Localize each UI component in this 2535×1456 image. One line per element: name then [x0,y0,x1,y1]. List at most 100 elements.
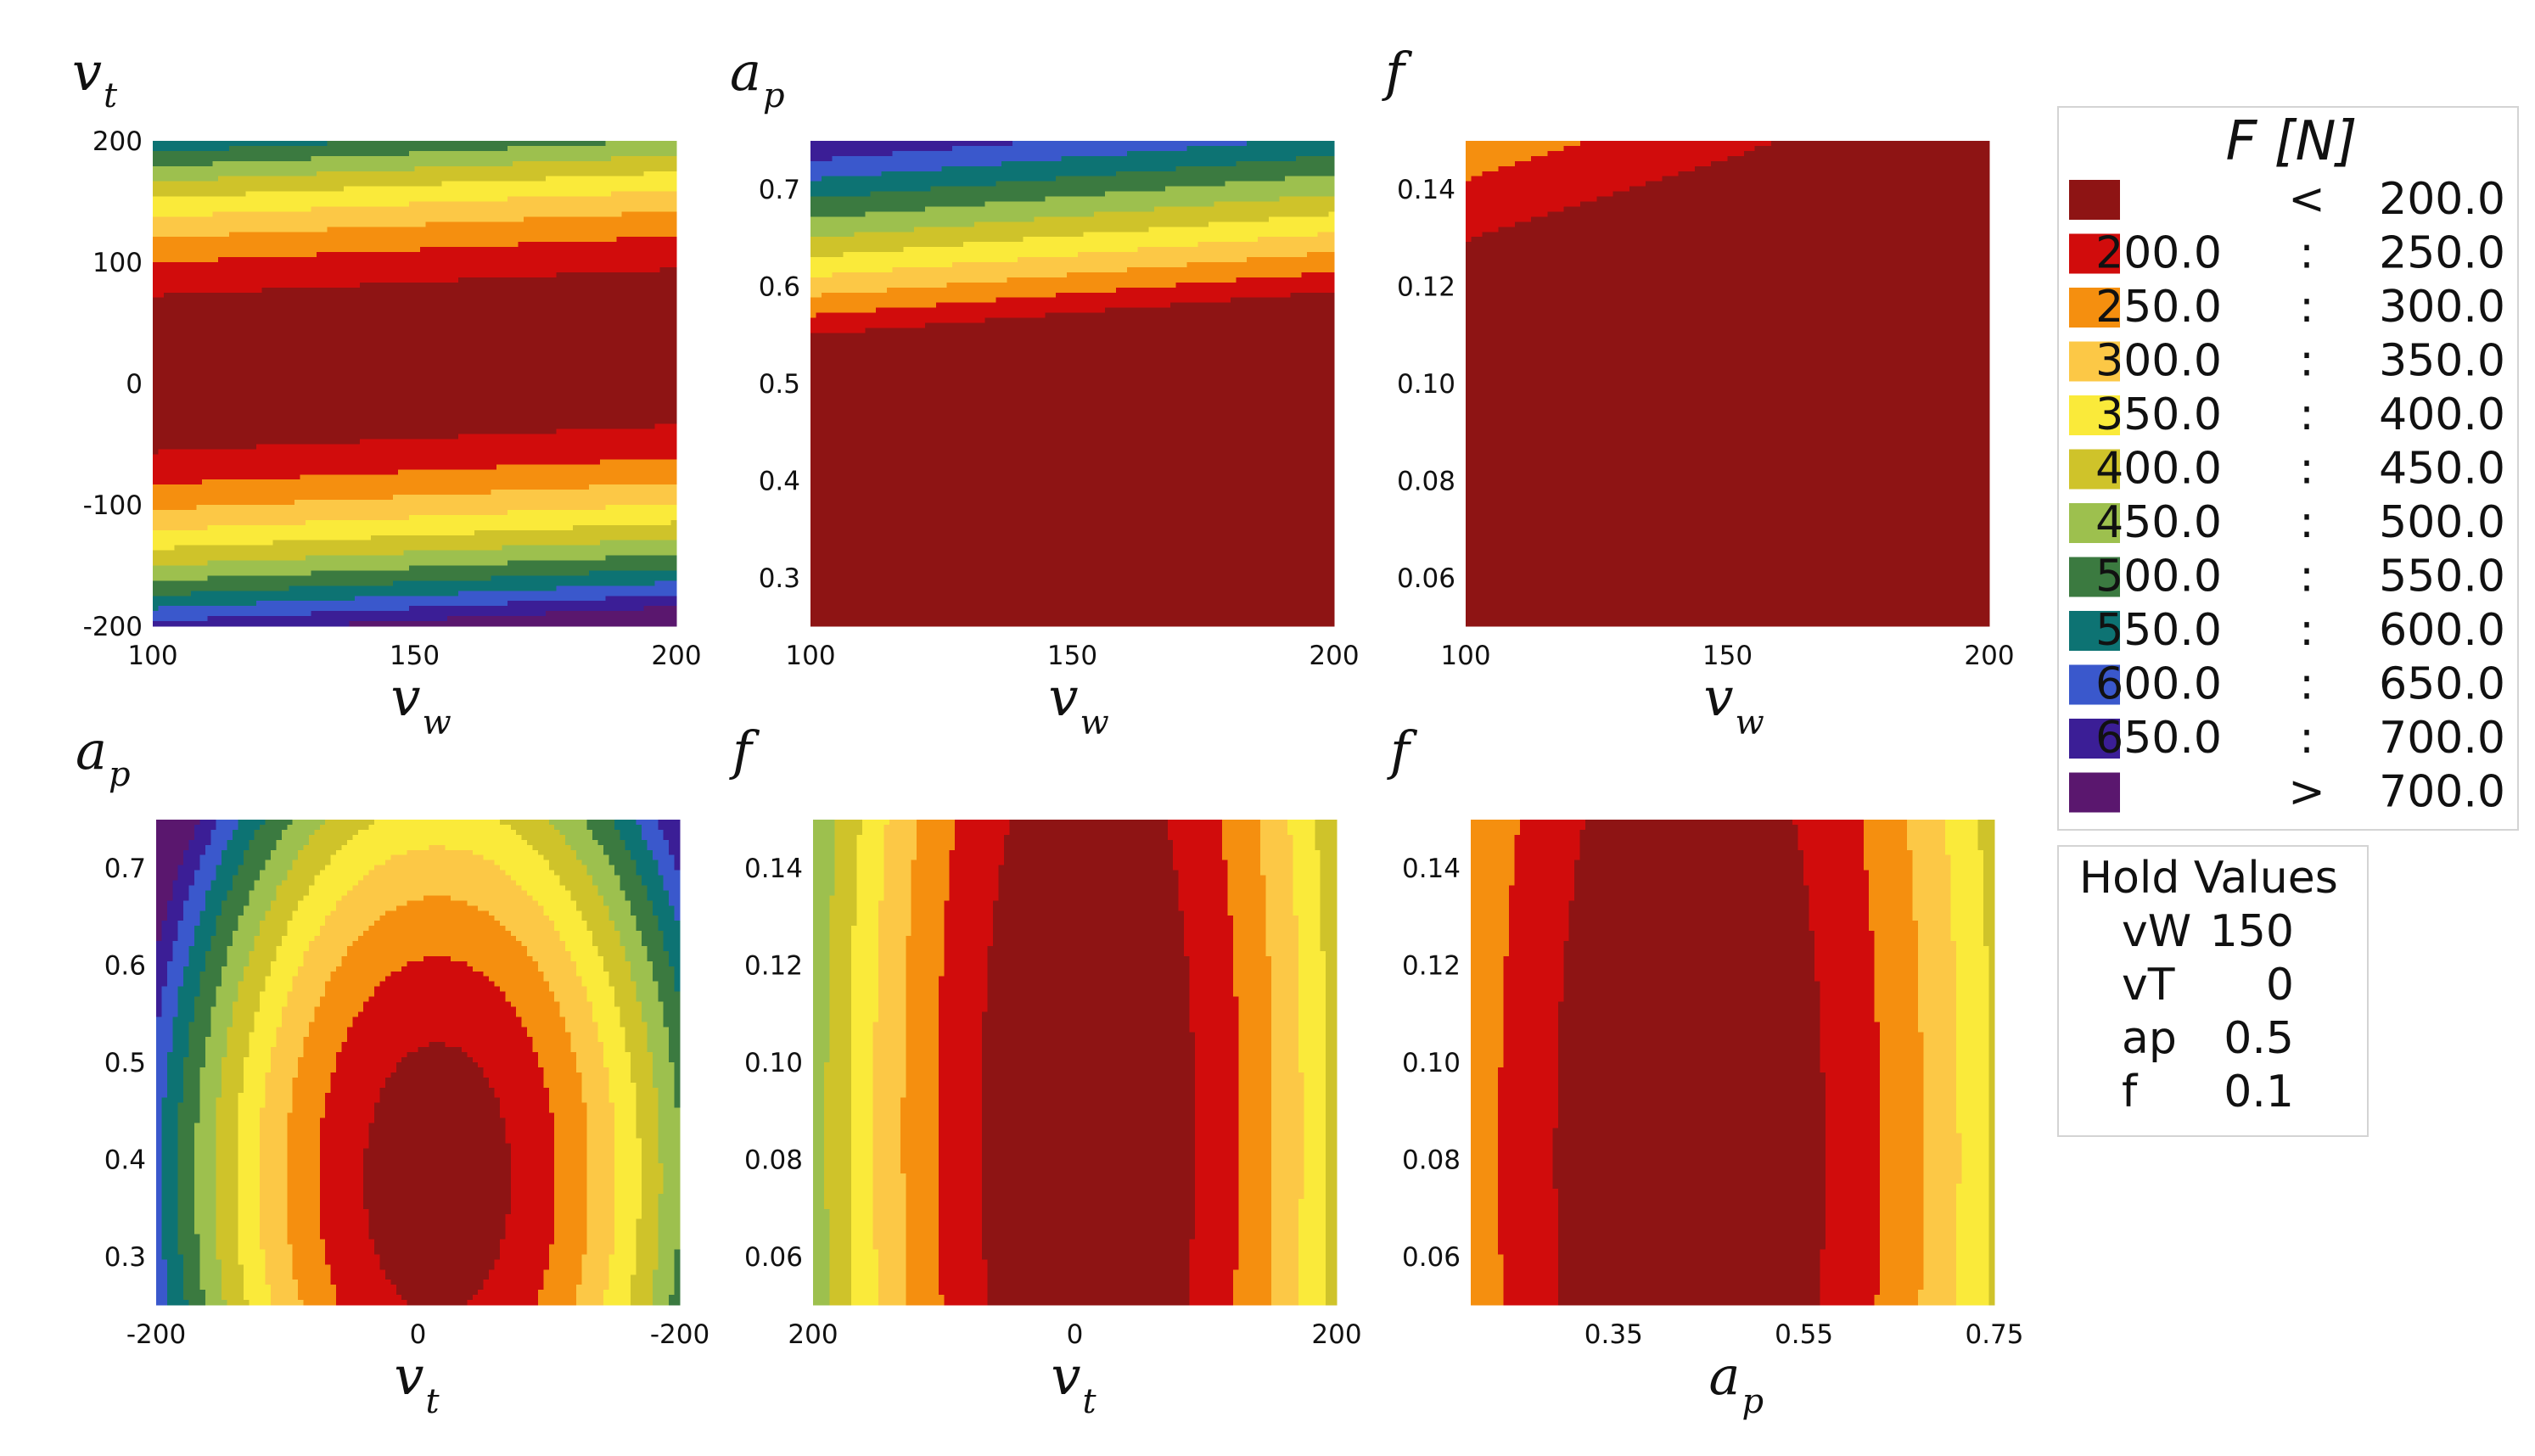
contour-cell [1471,916,1510,921]
contour-cell [232,1022,255,1028]
contour-cell [982,1188,1196,1195]
contour-cell [1880,1062,1925,1068]
contour-cell [199,1097,217,1104]
contour-cell [1304,1077,1326,1084]
contour-cell [810,428,1335,435]
contour-cell [603,1042,626,1048]
contour-cell [1270,1239,1299,1246]
x-tick-label: 200 [788,1319,838,1350]
contour-cell [472,1295,539,1301]
contour-cell [156,1067,168,1073]
contour-cell [900,1163,939,1169]
contour-cell [1298,1203,1326,1210]
contour-cell [1471,936,1510,942]
contour-cell [205,955,228,962]
contour-cell [548,1107,588,1114]
contour-cell [810,393,1335,400]
contour-cell [829,1037,852,1043]
contour-cell [872,1198,906,1205]
contour-cell [156,1168,163,1174]
contour-cell [1956,1087,1990,1094]
contour-cell [1270,1295,1299,1301]
contour-cell [1197,242,1335,248]
contour-cell [1574,885,1810,892]
contour-cell [565,1016,593,1022]
hold-value-name: vW [2122,906,2191,957]
contour-cell [188,1052,206,1058]
contour-cell [620,1011,642,1017]
contour-cell [829,1027,852,1033]
contour-cell [878,1269,906,1275]
contour-cell [276,844,305,851]
contour-cell [1508,890,1575,896]
contour-cell [810,165,942,172]
contour-cell [1471,1193,1499,1200]
contour-cell [1466,449,1990,456]
contour-cell [210,1006,233,1013]
contour-cell [153,201,410,208]
contour-cell [554,1123,588,1129]
contour-cell [216,991,239,998]
contour-cell [813,885,836,892]
contour-cell [1568,926,1810,932]
contour-cell [1880,1208,1925,1215]
contour-cell [1189,1027,1239,1033]
contour-cell [878,1300,906,1306]
contour-cell [1471,1001,1505,1008]
contour-cell [636,1123,659,1129]
contour-cell [308,945,348,952]
contour-cell [177,936,195,942]
contour-cell [289,585,558,591]
contour-cell [1326,971,1338,977]
contour-cell [674,1082,681,1089]
contour-cell [177,1224,195,1230]
contour-cell [813,1148,825,1154]
contour-cell [265,1092,294,1099]
contour-cell [1988,1254,1995,1260]
contour-cell [1825,1133,1881,1139]
contour-cell [813,839,836,846]
contour-cell [810,529,1335,536]
contour-cell [987,950,1185,957]
contour-cell [982,1016,1191,1022]
contour-cell [1270,1032,1299,1038]
contour-cell [156,1153,163,1159]
contour-cell [614,865,637,871]
contour-cell [823,1179,852,1184]
contour-cell [153,237,617,243]
contour-cell [153,262,677,268]
contour-cell [1471,986,1505,993]
contour-cell [172,941,195,947]
contour-cell [1178,905,1229,911]
contour-cell [1471,1057,1505,1063]
contour-cell [1557,1027,1820,1033]
hold-value-name: ap [2122,1013,2177,1064]
contour-cell [210,941,233,947]
contour-cell [1270,1128,1305,1134]
contour-cell [265,1254,294,1260]
contour-cell [1173,860,1229,866]
contour-cell [850,1300,879,1306]
contour-cell [238,824,261,831]
contour-cell [1825,1112,1881,1119]
contour-cell [1907,820,1946,826]
contour-cell [1194,1123,1239,1129]
contour-cell [505,1218,555,1225]
contour-cell [1988,1295,1995,1301]
contour-cell [658,981,676,988]
contour-cell [222,1082,244,1089]
contour-cell [659,266,677,273]
contour-cell [153,585,290,591]
contour-cell [218,176,547,182]
contour-cell [810,398,1335,405]
contour-cell [1466,227,1500,232]
contour-cell [510,1193,555,1200]
contour-cell [625,1047,648,1053]
contour-cell [1820,981,1876,988]
contour-cell [813,1300,830,1306]
contour-cell [1270,1133,1305,1139]
contour-cell [1471,237,1990,243]
contour-cell [499,1244,550,1251]
contour-cell [674,1290,681,1296]
contour-cell [1514,839,1581,846]
